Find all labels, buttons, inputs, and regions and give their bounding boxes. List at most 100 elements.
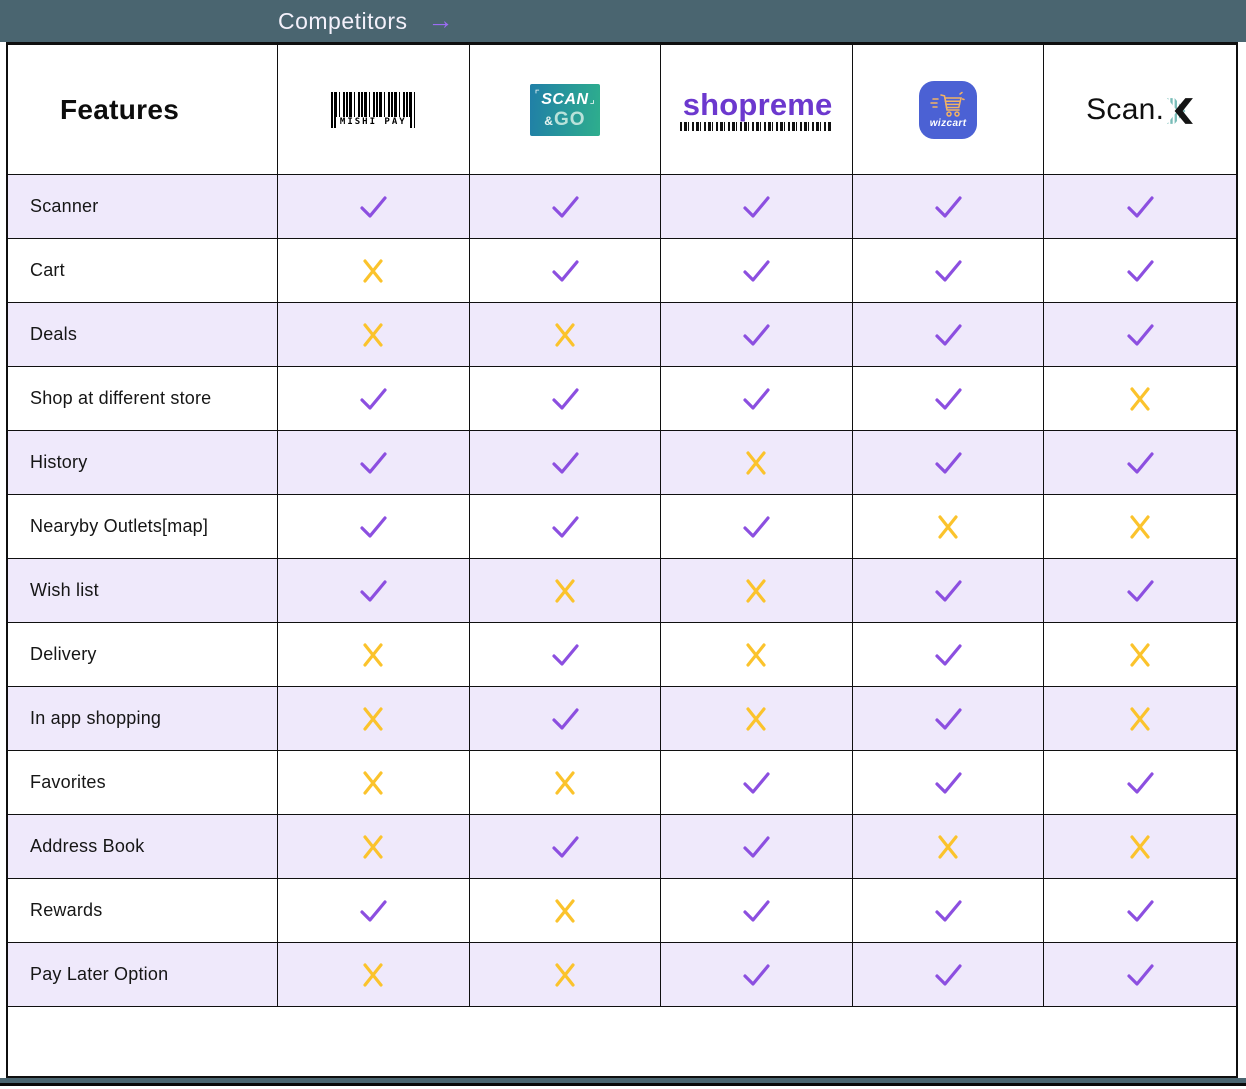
scanx-logo: Scan. bbox=[1086, 93, 1194, 127]
check-icon bbox=[470, 239, 662, 302]
feature-label: Rewards bbox=[8, 879, 278, 942]
check-icon bbox=[852, 431, 1045, 494]
check-icon bbox=[278, 559, 470, 622]
scanx-x-icon bbox=[1167, 97, 1194, 124]
empty-row bbox=[8, 1007, 1236, 1076]
table-row: Cart bbox=[8, 239, 1236, 303]
cross-icon bbox=[278, 623, 470, 686]
cross-icon bbox=[661, 559, 853, 622]
table-row: Nearyby Outlets[map] bbox=[8, 495, 1236, 559]
mishipay-logo: MISHI PAY bbox=[331, 91, 416, 128]
wizcart-logo-text: wizcart bbox=[929, 117, 967, 129]
check-icon bbox=[1044, 431, 1236, 494]
wizcart-logo: wizcart bbox=[919, 80, 978, 139]
scanx-logo-text: Scan. bbox=[1086, 92, 1165, 126]
check-icon bbox=[661, 751, 853, 814]
scango-amp-text: & bbox=[544, 114, 553, 128]
check-icon bbox=[1044, 943, 1236, 1006]
cross-icon bbox=[1044, 623, 1236, 686]
check-icon bbox=[278, 175, 470, 238]
check-icon bbox=[1044, 879, 1236, 942]
cross-icon bbox=[1044, 495, 1236, 558]
feature-label: Pay Later Option bbox=[8, 943, 278, 1006]
cross-icon bbox=[278, 303, 470, 366]
cross-icon bbox=[661, 623, 853, 686]
check-icon bbox=[661, 943, 853, 1006]
feature-label: Favorites bbox=[8, 751, 278, 814]
check-icon bbox=[469, 175, 662, 238]
table-row: Deals bbox=[8, 303, 1236, 367]
competitor-header-scango: ⌜ SCAN ⌟ & GO bbox=[470, 45, 662, 174]
check-icon bbox=[661, 175, 853, 238]
check-icon bbox=[470, 495, 662, 558]
check-icon bbox=[853, 239, 1045, 302]
shopping-cart-icon bbox=[930, 91, 965, 117]
table-row: Rewards bbox=[8, 879, 1236, 943]
feature-label: In app shopping bbox=[8, 687, 278, 750]
cross-icon bbox=[469, 303, 662, 366]
feature-label: Scanner bbox=[8, 175, 278, 238]
cross-icon bbox=[470, 879, 662, 942]
check-icon bbox=[278, 431, 470, 494]
page-title: Competitors bbox=[278, 7, 408, 34]
cross-icon bbox=[852, 815, 1045, 878]
table-row: Pay Later Option bbox=[8, 943, 1236, 1007]
scango-logo-line2: & GO bbox=[544, 110, 585, 129]
cross-icon bbox=[469, 943, 662, 1006]
scango-logo-line1: ⌜ SCAN ⌟ bbox=[534, 89, 596, 108]
check-icon bbox=[852, 175, 1045, 238]
scan-bracket-icon: ⌜ bbox=[534, 89, 541, 101]
feature-rows: Scanner Cart Deals Shop at different store H… bbox=[8, 175, 1236, 1007]
feature-label: Cart bbox=[8, 239, 278, 302]
cross-icon bbox=[470, 751, 662, 814]
feature-label: Wish list bbox=[8, 559, 278, 622]
cross-icon bbox=[469, 559, 662, 622]
cross-icon bbox=[278, 815, 470, 878]
scango-go-text: GO bbox=[553, 109, 586, 130]
check-icon bbox=[278, 367, 470, 430]
cross-icon bbox=[1044, 687, 1236, 750]
check-icon bbox=[661, 879, 853, 942]
table-header-row: Features MISHI PAY ⌜ SCAN ⌟ & GO bbox=[8, 45, 1236, 175]
cross-icon bbox=[278, 687, 470, 750]
check-icon bbox=[853, 751, 1045, 814]
barcode-icon bbox=[680, 121, 833, 131]
check-icon bbox=[1044, 175, 1236, 238]
cross-icon bbox=[1044, 367, 1236, 430]
check-icon bbox=[469, 431, 662, 494]
table-row: Delivery bbox=[8, 623, 1236, 687]
table-row: History bbox=[8, 431, 1236, 495]
feature-label: History bbox=[8, 431, 278, 494]
check-icon bbox=[853, 879, 1045, 942]
feature-label: Deals bbox=[8, 303, 278, 366]
check-icon bbox=[852, 559, 1045, 622]
check-icon bbox=[470, 623, 662, 686]
table-row: In app shopping bbox=[8, 687, 1236, 751]
check-icon bbox=[661, 303, 853, 366]
check-icon bbox=[470, 367, 662, 430]
cross-icon bbox=[278, 239, 470, 302]
check-icon bbox=[853, 623, 1045, 686]
cross-icon bbox=[1044, 815, 1236, 878]
check-icon bbox=[661, 815, 853, 878]
check-icon bbox=[853, 367, 1045, 430]
competitor-header-scanx: Scan. bbox=[1044, 45, 1236, 174]
cross-icon bbox=[278, 943, 470, 1006]
check-icon bbox=[469, 687, 662, 750]
check-icon bbox=[1044, 751, 1236, 814]
check-icon bbox=[661, 239, 853, 302]
table-row: Address Book bbox=[8, 815, 1236, 879]
cross-icon bbox=[661, 431, 853, 494]
bottom-strip bbox=[0, 1078, 1246, 1086]
check-icon bbox=[1044, 239, 1236, 302]
check-icon bbox=[1044, 303, 1236, 366]
mishipay-logo-text: MISHI PAY bbox=[336, 116, 411, 128]
table-row: Scanner bbox=[8, 175, 1236, 239]
shopreme-logo-text: shopreme bbox=[682, 86, 833, 122]
comparison-table: Features MISHI PAY ⌜ SCAN ⌟ & GO bbox=[6, 42, 1238, 1078]
shopreme-logo: shopreme bbox=[680, 86, 833, 131]
table-row: Wish list bbox=[8, 559, 1236, 623]
check-icon bbox=[278, 879, 470, 942]
arrow-right-icon[interactable]: → bbox=[427, 5, 454, 35]
check-icon bbox=[1044, 559, 1236, 622]
